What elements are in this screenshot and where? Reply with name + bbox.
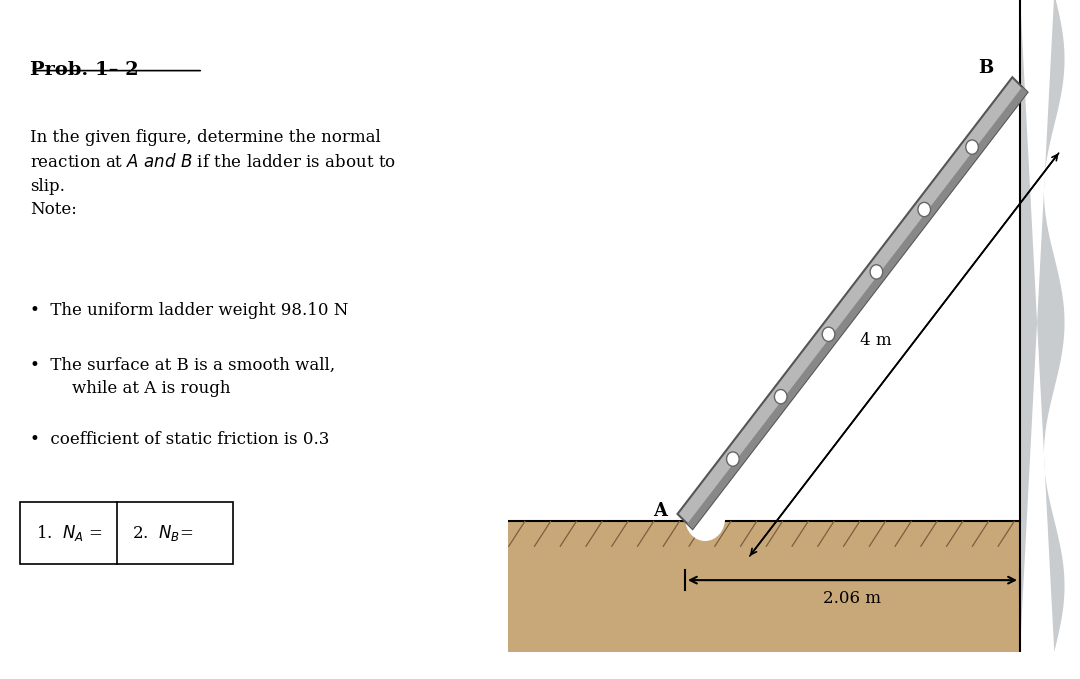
Text: Prob. 1– 2: Prob. 1– 2 [30, 61, 139, 79]
Polygon shape [687, 87, 1027, 529]
Polygon shape [508, 521, 1020, 652]
Polygon shape [1020, 0, 1065, 652]
Circle shape [870, 265, 882, 279]
Text: •  coefficient of static friction is 0.3: • coefficient of static friction is 0.3 [30, 431, 329, 448]
Circle shape [966, 140, 978, 154]
Polygon shape [677, 77, 1027, 529]
Text: •  The surface at B is a smooth wall,
        while at A is rough: • The surface at B is a smooth wall, whi… [30, 356, 336, 397]
Circle shape [774, 390, 787, 404]
Text: 2.06 m: 2.06 m [823, 590, 881, 607]
Text: 1.  $N_A$ =: 1. $N_A$ = [36, 523, 103, 543]
Text: In the given figure, determine the normal
reaction at $A$ $and$ $B$ if the ladde: In the given figure, determine the norma… [30, 129, 396, 218]
Text: •  The uniform ladder weight 98.10 N: • The uniform ladder weight 98.10 N [30, 302, 349, 319]
Text: 2.  $N_B$=: 2. $N_B$= [132, 523, 193, 543]
Text: A: A [653, 502, 667, 520]
Circle shape [685, 496, 725, 541]
Circle shape [727, 452, 739, 466]
FancyBboxPatch shape [21, 502, 233, 564]
Circle shape [822, 327, 835, 342]
Text: 4 m: 4 m [860, 332, 891, 349]
Circle shape [918, 202, 931, 217]
Text: B: B [978, 59, 994, 77]
